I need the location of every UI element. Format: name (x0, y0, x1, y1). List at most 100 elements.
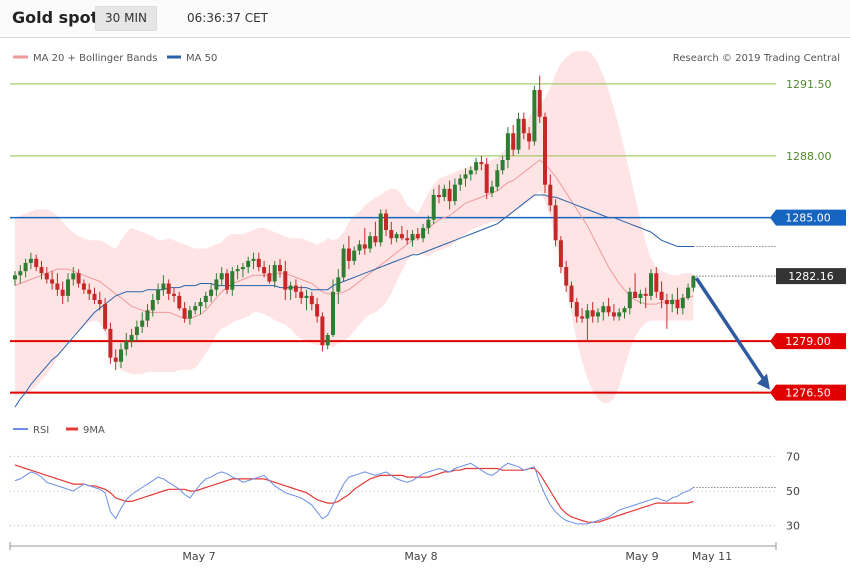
candle-body (124, 341, 129, 350)
candle (447, 180, 452, 210)
candle (675, 287, 680, 315)
resistance-label: 1291.50 (786, 78, 832, 91)
candle-body (405, 238, 410, 241)
candle (341, 244, 346, 282)
candle-body (341, 248, 346, 278)
candle (39, 260, 44, 280)
candle-body (521, 118, 526, 134)
candle-body (108, 328, 113, 358)
candle (166, 279, 171, 300)
support-label: 1279.00 (785, 335, 831, 348)
candle (267, 265, 272, 284)
candle (119, 343, 123, 368)
candle-body (442, 188, 447, 198)
candle (187, 306, 192, 325)
candle (574, 297, 579, 323)
candle (209, 283, 214, 303)
candle-body (92, 293, 97, 300)
candle (543, 112, 547, 193)
candle-body (299, 291, 304, 298)
candle-body (574, 302, 579, 317)
rsi-tick-label: 50 (786, 485, 800, 498)
interval-button[interactable]: 30 MIN (95, 6, 157, 31)
candle-body (649, 273, 653, 296)
candle (172, 287, 176, 303)
rsi-lines (14, 462, 776, 525)
candle-body (431, 195, 436, 220)
candle-body (452, 184, 457, 202)
candle (617, 308, 622, 321)
candle-body (553, 205, 558, 241)
candle (442, 184, 447, 202)
candle-body (399, 234, 404, 239)
candle (633, 273, 638, 298)
rsi-tick-label: 30 (786, 520, 800, 533)
candle (320, 312, 325, 352)
candle-body (548, 184, 553, 206)
candle (548, 174, 553, 212)
candle-body (691, 276, 696, 288)
candle-body (209, 289, 214, 296)
candle-body (484, 164, 489, 193)
candle (34, 254, 39, 272)
candle (606, 297, 611, 317)
candle-body (71, 273, 76, 280)
candle-body (198, 302, 203, 307)
candle-body (225, 273, 229, 290)
level-labels: 1291.50 1288.00 1285.00 1282.16 1279.00 1276.… (770, 78, 846, 401)
candle-body (187, 310, 192, 319)
x-tick-label: May 7 (182, 550, 215, 563)
forecast-arrow-shaft (694, 277, 768, 384)
candle (299, 285, 304, 305)
ma50-legend-label: MA 50 (186, 53, 217, 64)
support-tag (770, 333, 846, 350)
candlesticks (13, 75, 696, 370)
candle-body (278, 265, 282, 272)
candle (521, 112, 526, 140)
candle-body (113, 357, 118, 362)
chart-header: Gold spot 30 MIN 06:36:37 CET (0, 0, 850, 38)
candle (691, 275, 696, 292)
candle (569, 281, 574, 309)
candle-body (437, 195, 441, 198)
candle-body (97, 300, 102, 305)
candle-body (87, 289, 92, 294)
candle-body (468, 170, 473, 175)
candle (87, 283, 92, 300)
instrument-title: Gold spot (12, 8, 99, 27)
candle-body (346, 248, 351, 261)
candle-body (415, 234, 420, 239)
candle (71, 267, 76, 286)
candle (680, 293, 685, 315)
candle-body (601, 306, 606, 313)
candle (611, 304, 616, 321)
candle-body (569, 285, 574, 303)
candle (129, 328, 134, 348)
candle-body (219, 273, 224, 280)
candle-body (394, 234, 399, 239)
key-levels (10, 83, 776, 394)
candle (394, 232, 399, 243)
support-tag (770, 384, 846, 401)
ma50-line (14, 194, 694, 408)
candle-body (490, 186, 494, 193)
candle (203, 291, 208, 309)
candle-body (627, 291, 632, 309)
candle-body (426, 219, 431, 228)
candle-body (76, 273, 81, 284)
candle-body (463, 174, 468, 179)
candle-body (103, 304, 108, 329)
candle-body (309, 295, 314, 305)
candle (140, 312, 145, 333)
candle-body (267, 273, 272, 282)
candle (643, 287, 648, 309)
candle (484, 157, 489, 200)
candle-body (611, 312, 616, 317)
candle (659, 281, 664, 309)
rsi-line (14, 462, 694, 525)
candle (405, 230, 410, 245)
candle (76, 269, 81, 288)
candle (235, 265, 240, 280)
rsi-grid: 70 50 30 (10, 450, 800, 533)
candle-body (686, 287, 691, 298)
